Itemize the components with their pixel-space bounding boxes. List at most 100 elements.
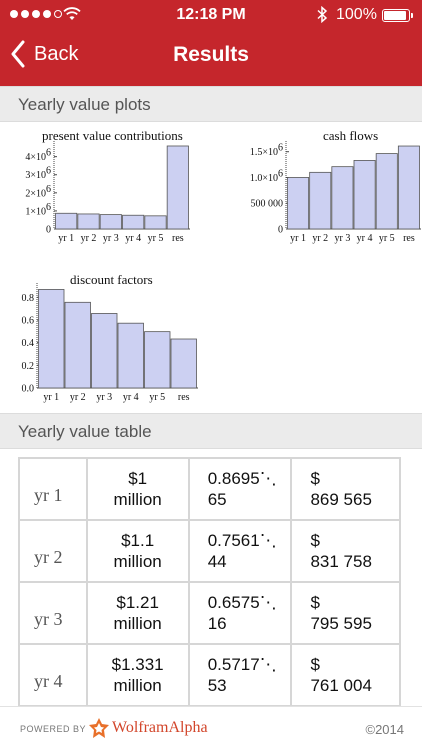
chevron-left-icon (11, 40, 25, 68)
x-tick-label: yr 1 (58, 233, 74, 244)
cash-flow-cell: $1.1 million (85, 519, 190, 583)
y-tick-exponent: 6 (46, 184, 51, 195)
y-tick-exponent: 6 (278, 143, 283, 154)
bar-yr-1 (287, 177, 310, 230)
chart-title-present-value: present value contributions (42, 128, 183, 143)
cash-flow-text: million (113, 676, 162, 695)
present-value-cell: $795 595 (290, 581, 401, 645)
wifi-icon (63, 7, 81, 20)
y-tick-label: 1×10 (25, 206, 46, 217)
back-label: Back (34, 42, 79, 65)
discount-factor-text: 16 (207, 614, 227, 633)
cash-flow-text: $1 (128, 469, 148, 488)
x-tick-label: yr 1 (290, 233, 306, 244)
table-row: yr 2 $1.1 million 0.7561⋱ 44 $831 758 (18, 519, 401, 583)
signal-strength-icon (10, 10, 62, 18)
discount-factor-text: 65 (207, 490, 227, 509)
present-value-text: $ (310, 469, 320, 488)
bar-yr-4 (353, 160, 376, 230)
x-tick-label: res (178, 392, 190, 403)
year-label-cell: yr 4 (18, 643, 88, 707)
x-tick-label: yr 5 (148, 233, 164, 244)
x-tick-label: yr 5 (149, 392, 165, 403)
status-time: 12:18 PM (176, 6, 246, 23)
y-tick-label: 0.0 (22, 384, 35, 395)
chart-title-discount-factors: discount factors (70, 272, 153, 287)
bar-yr-2 (309, 171, 332, 230)
copyright: ©2014 (365, 722, 405, 737)
bar-yr-3 (91, 313, 118, 389)
present-value-text: 869 565 (310, 490, 372, 509)
bar-yr-1 (38, 289, 65, 389)
x-tick-label: yr 4 (125, 233, 141, 244)
discount-factor-text: 0.7561⋱ (207, 531, 277, 550)
y-tick-exponent: 6 (46, 148, 51, 159)
cash-flow-cell: $1.331 million (85, 643, 190, 707)
navigation-bar: 12:18 PM 100% Back Results (0, 0, 422, 86)
bar-res (397, 145, 420, 230)
present-value-text: 795 595 (310, 614, 372, 633)
y-tick-label: 0.2 (22, 361, 35, 372)
y-tick-label: 0 (278, 225, 283, 236)
discount-factor-text: 0.6575⋱ (207, 593, 277, 612)
cash-flow-text: million (113, 552, 162, 571)
present-value-text: $ (310, 655, 320, 674)
table-row: yr 1 $1 million 0.8695⋱ 65 $869 565 (18, 457, 401, 521)
back-button[interactable]: Back (10, 40, 78, 68)
discount-factor-cell: 0.8695⋱ 65 (187, 457, 293, 521)
discount-factor-text: 0.5717⋱ (207, 655, 277, 674)
footer: POWERED BY WolframAlpha ©2014 (0, 706, 422, 750)
bar-yr-2 (64, 301, 91, 389)
wolfram-logo-icon (89, 718, 109, 738)
y-tick-label: 1.0×10 (250, 173, 278, 184)
year-label-text: yr 3 (34, 608, 63, 629)
y-tick-label: 1.5×10 (250, 147, 278, 158)
x-tick-label: yr 2 (312, 233, 328, 244)
year-label-cell: yr 3 (18, 581, 88, 645)
year-label-cell: yr 2 (18, 519, 88, 583)
x-tick-label: yr 5 (379, 233, 395, 244)
powered-by-label: POWERED BY (20, 724, 87, 734)
discount-factor-text: 44 (207, 552, 227, 571)
y-tick-exponent: 6 (278, 168, 283, 179)
present-value-text: 831 758 (310, 552, 372, 571)
x-tick-label: yr 2 (70, 392, 86, 403)
section-header-table: Yearly value table (0, 413, 422, 449)
discount-factor-cell: 0.7561⋱ 44 (187, 519, 293, 583)
present-value-cell: $761 004 (290, 643, 401, 707)
bar-yr-5 (144, 331, 171, 389)
present-value-cell: $831 758 (290, 519, 401, 583)
bar-res (170, 338, 197, 389)
bluetooth-icon (317, 6, 328, 23)
x-tick-label: yr 1 (43, 392, 59, 403)
battery-icon (382, 9, 413, 22)
x-tick-label: yr 4 (123, 392, 139, 403)
year-label-text: yr 2 (34, 546, 63, 567)
section-title-table: Yearly value table (18, 422, 152, 441)
x-tick-label: yr 3 (334, 233, 350, 244)
table-row: yr 4 $1.331 million 0.5717⋱ 53 $761 004 (18, 643, 401, 707)
y-tick-exponent: 6 (46, 166, 51, 177)
cash-flow-text: $1.1 (121, 531, 155, 550)
bar-yr-3 (331, 166, 354, 230)
yearly-value-table: yr 1 $1 million 0.8695⋱ 65 $869 565 yr 2 $1.1 mi… (18, 457, 401, 707)
cash-flow-text: $1.21 (116, 593, 159, 612)
present-value-text: $ (310, 593, 320, 612)
x-tick-label: yr 3 (96, 392, 112, 403)
x-tick-label: yr 2 (81, 233, 97, 244)
y-tick-label: 0.4 (22, 338, 35, 349)
y-tick-exponent: 6 (46, 202, 51, 213)
bar-res (166, 145, 189, 230)
bar-yr-5 (375, 153, 398, 230)
discount-factor-text: 0.8695⋱ (207, 469, 277, 488)
cash-flow-text: million (113, 490, 162, 509)
bar-yr-5 (144, 215, 167, 230)
discount-factor-cell: 0.6575⋱ 16 (187, 581, 293, 645)
x-tick-label: yr 4 (357, 233, 373, 244)
y-tick-label: 2×10 (25, 188, 46, 199)
y-tick-label: 0.6 (22, 316, 35, 327)
wolfram-brand[interactable]: WolframAlpha (112, 719, 208, 736)
x-tick-label: res (403, 233, 415, 244)
year-label-text: yr 4 (34, 670, 63, 691)
